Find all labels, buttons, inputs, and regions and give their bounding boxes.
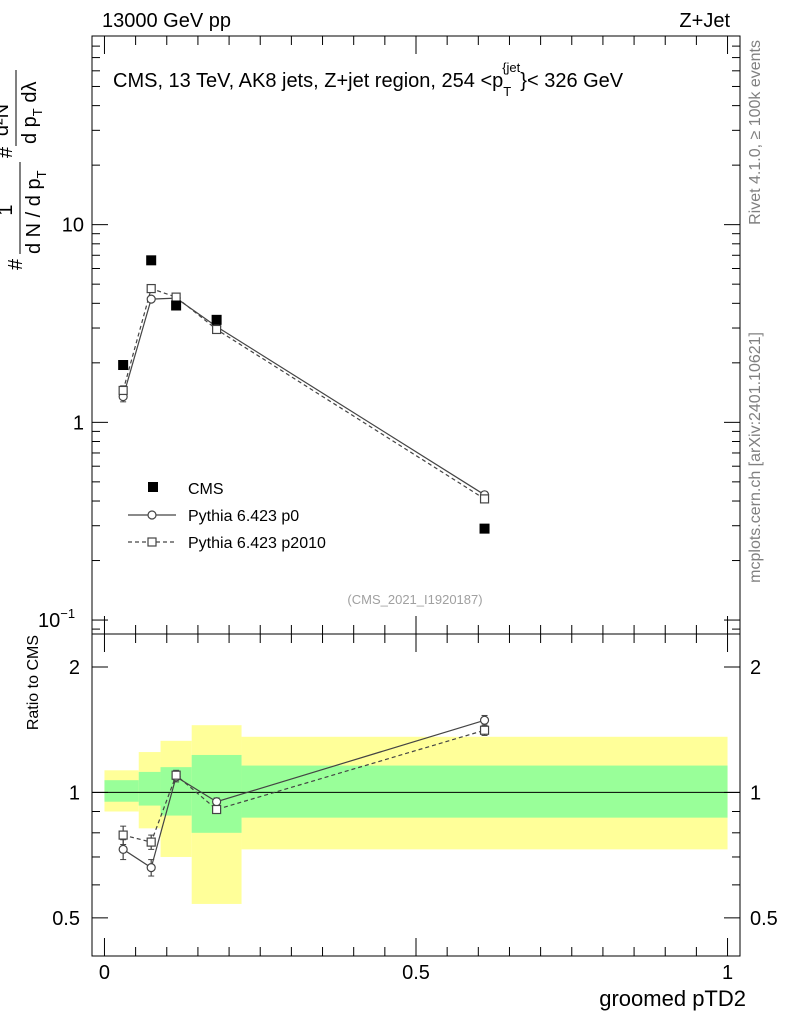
ratio-p0-point [479,715,490,725]
ylabel-frac-right-den: d pT dλ [19,82,45,144]
ratio-y-tick-label-right: 1 [750,782,761,804]
mcplots-source-label: mcplots.cern.ch [arXiv:2401.10621] [747,332,764,583]
main-y-tick-label: 1 [73,412,84,434]
ratio-y-axis-label: Ratio to CMS [25,635,42,730]
pythia-p2010-line [122,287,485,500]
cms-data-point [211,314,222,325]
main-panel: 10−1 1 10 CMS, 13 TeV, AK8 jets, Z+jet reg… [0,35,741,635]
cms-data-point [479,523,490,534]
ylabel-frac-left-den: d N / d pT [23,170,49,254]
ylabel-frac-right-num: d²N [0,104,13,136]
legend-marker-p2010 [147,537,157,547]
x-axis-label: groomed pTD2 [599,986,746,1011]
legend-label: Pythia 6.423 p2010 [188,535,326,552]
ratio-p2010-point [171,770,181,780]
ratio-y-tick-label-left: 1 [69,782,80,804]
chart-title: CMS, 13 TeV, AK8 jets, Z+jet region, 254… [113,60,624,99]
ratio-y-tick-label-right: 2 [750,657,761,679]
legend-label: Pythia 6.423 p0 [188,508,299,525]
pythia-p2010-point [146,283,156,294]
ratio-p0-point [212,797,222,807]
main-y-tick-label: 10−1 [38,606,75,632]
pythia-p2010-point [118,385,128,396]
ratio-band-green [241,765,728,818]
header-energy-label: 13000 GeV pp [102,10,231,32]
ratio-p0-point [146,863,156,873]
x-tick-label: 0.5 [402,962,430,984]
analysis-id-label: (CMS_2021_I1920187) [347,592,482,607]
ratio-p2010-point [146,837,156,847]
ratio-p2010-point [212,804,222,815]
ratio-y-tick-label-left: 0.5 [52,908,80,930]
legend-marker-cms [148,482,158,492]
ylabel-hash-mid: # [0,146,17,158]
cms-data-point [171,300,182,311]
ratio-y-tick-label-right: 0.5 [750,908,778,930]
ratio-y-tick-label-left: 2 [69,657,80,679]
ylabel-frac-left-num: 1 [0,204,17,215]
pythia-p0-point [146,294,156,304]
ratio-band-green [191,754,242,833]
ratio-band-green [104,780,139,802]
main-y-tick-label: 10 [62,215,84,237]
y-axis-label: # 1 d N / d pT # d²N d pT dλ [0,70,49,270]
cms-data-point [146,255,157,266]
ratio-band-green [138,771,161,806]
x-tick-label: 1 [722,962,733,984]
x-tick-label: 0 [99,962,110,984]
pythia-p2010-point [171,292,181,302]
pythia-p2010-point [212,324,222,335]
cms-data-point [118,360,129,371]
ylabel-hash-left: # [5,258,27,270]
legend-label: CMS [188,481,224,498]
pythia-p2010-point [479,494,490,504]
rivet-version-label: Rivet 4.1.0, ≥ 100k events [747,40,764,225]
legend: CMS Pythia 6.423 p0 Pythia 6.423 p2010 [128,481,326,552]
ratio-p2010-point [479,725,490,735]
ratio-frame [91,633,741,957]
ratio-p0-point [118,844,128,854]
ratio-p2010-point [118,830,128,840]
ratio-panel: 0.5 0.5 1 1 2 2 0 0.5 1 Ratio to CMS groomed pTD… [25,633,778,1011]
legend-marker-p0 [147,510,157,520]
header-process-label: Z+Jet [679,10,730,32]
